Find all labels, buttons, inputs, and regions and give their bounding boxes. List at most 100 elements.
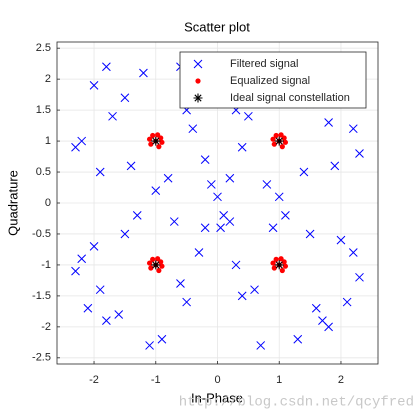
y-tick-label: 2 <box>45 73 51 85</box>
point <box>279 267 285 274</box>
point <box>279 144 285 150</box>
point <box>163 173 173 183</box>
point <box>299 167 309 177</box>
legend: Filtered signal Equalized signal Ideal sig… <box>179 51 367 109</box>
grid <box>57 42 378 364</box>
ticks: -2 -1 0 1 2 -2.5 -2 -1.5 -1 -0.5 0 0.5 1 1.5 2 2.5 <box>32 42 344 386</box>
point <box>120 93 130 103</box>
point <box>77 254 87 264</box>
point <box>355 149 364 158</box>
point <box>206 180 216 189</box>
point <box>256 341 266 350</box>
point <box>114 310 124 319</box>
point <box>355 272 364 282</box>
y-tick-label: 0.5 <box>36 166 51 178</box>
point <box>330 161 340 171</box>
x-tick-label: 1 <box>276 374 282 386</box>
point <box>213 192 222 202</box>
y-tick-label: -0.5 <box>32 228 51 240</box>
point <box>89 241 99 251</box>
point <box>278 256 284 262</box>
point <box>120 229 130 239</box>
point <box>159 139 165 145</box>
point <box>83 303 93 313</box>
point <box>262 180 272 189</box>
point <box>336 235 346 245</box>
point <box>169 217 179 226</box>
point <box>342 297 352 307</box>
point <box>102 316 111 326</box>
point <box>102 62 111 72</box>
point <box>274 260 284 270</box>
point <box>293 334 303 344</box>
legend-label: Filtered signal <box>230 58 298 70</box>
point <box>126 161 136 171</box>
point <box>159 263 165 269</box>
point <box>271 141 277 147</box>
point <box>268 223 278 233</box>
legend-symbol <box>193 93 203 103</box>
point <box>108 111 117 121</box>
point <box>237 142 247 152</box>
y-tick-label: -2 <box>41 321 51 333</box>
point <box>273 256 279 262</box>
point <box>278 132 284 138</box>
x-tick-label: 0 <box>214 374 220 386</box>
point <box>176 279 185 288</box>
point <box>156 144 162 150</box>
point <box>155 132 161 138</box>
point <box>151 260 161 270</box>
point <box>146 136 153 142</box>
point <box>273 132 279 139</box>
point <box>282 263 289 269</box>
point <box>156 267 162 274</box>
point <box>150 132 156 139</box>
point <box>148 265 154 271</box>
point <box>150 256 156 262</box>
point <box>188 124 198 134</box>
point <box>311 303 321 313</box>
point <box>146 260 153 266</box>
legend-symbol <box>193 59 203 69</box>
y-axis-label: Quadrature <box>5 170 20 236</box>
point <box>157 334 167 344</box>
point <box>250 285 259 295</box>
chart-title: Scatter plot <box>184 19 250 34</box>
point <box>244 111 253 121</box>
legend-symbol <box>195 78 201 84</box>
point <box>281 211 290 220</box>
point <box>219 211 229 220</box>
point <box>237 291 247 301</box>
point <box>271 265 277 271</box>
point <box>145 341 154 350</box>
point <box>151 136 161 146</box>
legend-label: Equalized signal <box>230 75 310 87</box>
y-tick-label: 1 <box>45 135 51 147</box>
point <box>71 142 80 152</box>
point <box>155 256 161 262</box>
point <box>71 266 80 276</box>
y-tick-label: 0 <box>45 197 51 209</box>
point <box>318 316 327 326</box>
y-tick-label: -1 <box>41 259 51 271</box>
point <box>89 80 99 90</box>
y-tick-label: 2.5 <box>36 42 51 54</box>
point <box>216 223 225 233</box>
y-tick-label: -2.5 <box>32 352 51 364</box>
point <box>132 211 142 220</box>
x-tick-label: -2 <box>89 374 99 386</box>
point <box>148 141 154 147</box>
y-tick-label: 1.5 <box>36 104 51 116</box>
series-2 <box>151 136 284 270</box>
point <box>200 223 210 233</box>
legend-label: Ideal signal constellation <box>230 92 350 104</box>
point <box>95 167 105 177</box>
point <box>305 229 315 239</box>
x-axis-label: In-Phase <box>191 390 243 405</box>
legend-box <box>179 51 367 109</box>
point <box>95 285 105 295</box>
x-tick-label: -1 <box>151 374 161 386</box>
point <box>182 297 191 307</box>
point <box>194 248 204 257</box>
x-tick-label: 2 <box>338 374 344 386</box>
